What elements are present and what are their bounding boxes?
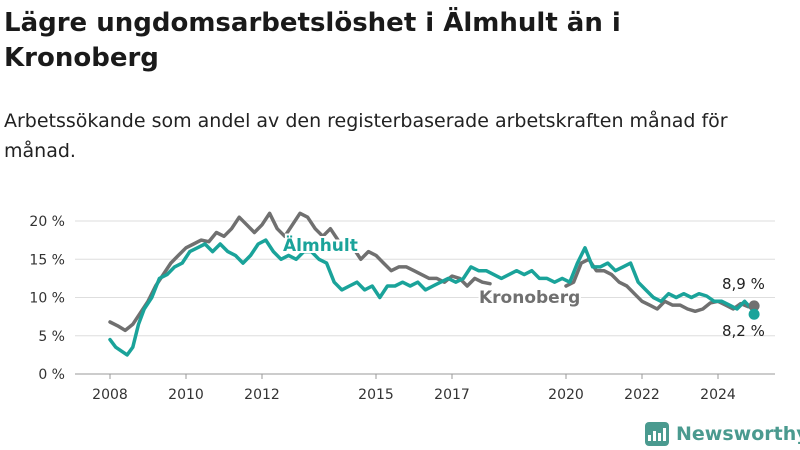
x-tick-label: 2010 xyxy=(168,387,204,403)
x-axis-ticks: 2008 2010 2012 2015 2017 2020 2022 2024 xyxy=(92,374,736,403)
brand-name: Newsworthy xyxy=(676,423,800,445)
chart-title: Lägre ungdomsarbetslöshet i Älmhult än i… xyxy=(4,8,621,73)
series-line-kronoberg xyxy=(108,211,492,333)
brand: Newsworthy xyxy=(645,420,800,448)
series-label-kronoberg: Kronoberg xyxy=(479,288,580,308)
x-tick-label: 2024 xyxy=(700,387,736,403)
y-tick-label: 15 % xyxy=(29,252,65,268)
y-tick-label: 10 % xyxy=(29,291,65,307)
x-tick-label: 2008 xyxy=(92,387,128,403)
series-line-almhult xyxy=(108,238,756,357)
y-axis-ticks: 0 % 5 % 10 % 15 % 20 % xyxy=(29,214,65,383)
end-label-kronoberg: 8,9 % xyxy=(722,275,765,293)
grid-lines xyxy=(75,220,775,375)
newsworthy-logo-icon xyxy=(645,422,669,446)
series-label-almhult: Älmhult xyxy=(283,234,358,256)
x-tick-label: 2017 xyxy=(434,387,470,403)
x-tick-label: 2015 xyxy=(358,387,394,403)
series-lines xyxy=(108,211,760,357)
chart-subtitle: Arbetssökande som andel av den registerb… xyxy=(4,110,728,162)
end-label-almhult: 8,2 % xyxy=(722,322,765,340)
end-point-kronoberg xyxy=(748,300,760,312)
y-tick-label: 5 % xyxy=(38,329,65,345)
x-tick-label: 2012 xyxy=(244,387,280,403)
x-tick-label: 2022 xyxy=(624,387,660,403)
x-tick-label: 2020 xyxy=(548,387,584,403)
series-labels: Älmhult Kronoberg 8,9 % 8,2 % xyxy=(281,232,765,340)
end-point-almhult xyxy=(748,308,760,320)
y-tick-label: 0 % xyxy=(38,367,65,383)
y-tick-label: 20 % xyxy=(29,214,65,230)
